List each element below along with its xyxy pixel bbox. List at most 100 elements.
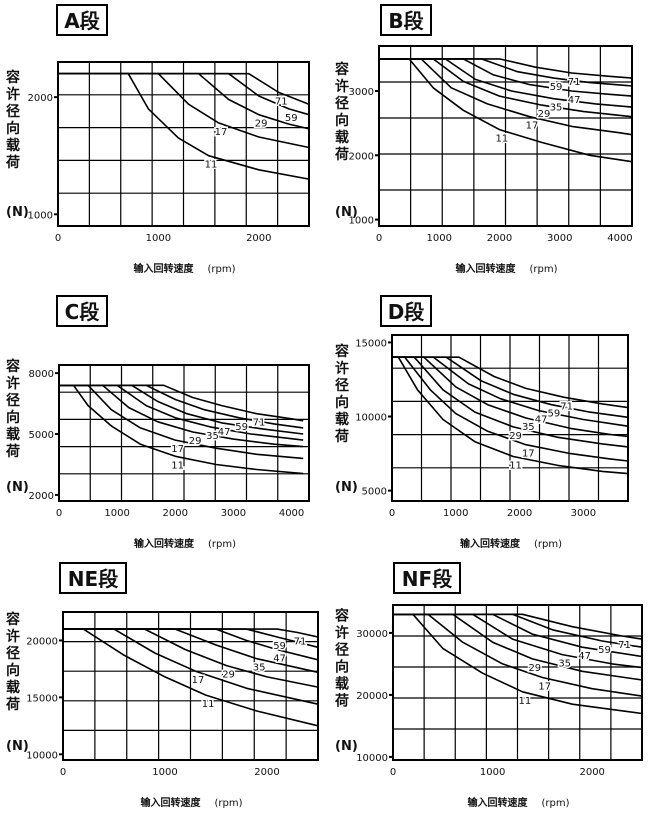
plot-frame [391,334,629,502]
y-axis-label-char: 容 [5,358,20,375]
series-line [63,628,319,638]
series-label: 11 [171,460,184,471]
x-tick-label: 4000 [279,508,304,519]
x-axis-label: 输入回转速度 [460,537,521,550]
y-axis-label-char: 许 [335,360,349,377]
series-label: 29 [538,109,551,120]
series-label: 59 [273,641,286,652]
y-axis-label-char: 载 [6,137,20,154]
y-axis-label-char: 径 [6,645,20,662]
series-label: 71 [560,401,573,412]
series-line [393,613,643,640]
y-tick-label: 2000 [28,93,53,104]
y-tick-label: 10000 [355,413,387,424]
series-line [59,384,304,460]
series-label: 71 [275,96,288,107]
y-tick-label: 20000 [356,691,388,702]
series-label: 47 [535,415,548,426]
series-71: 71 [393,613,643,653]
y-axis-unit: (N) [6,739,29,754]
series-label: 11 [202,699,215,710]
series-label: 35 [522,422,535,433]
y-axis-label-char: 荷 [5,696,20,713]
series-71: 71 [379,58,633,90]
series-label: 17 [538,682,551,693]
series-label: 35 [558,659,571,670]
series-label: 17 [192,675,205,686]
series-label: 47 [218,427,231,438]
series-label: 29 [189,436,202,447]
x-tick-label: 2000 [507,508,532,519]
series-label: 59 [235,422,248,433]
series-71: 71 [58,72,310,109]
y-axis-label-char: 容 [334,343,349,360]
series-line [59,384,304,422]
series-label: 71 [253,418,266,429]
x-tick-label: 3000 [547,233,572,244]
chart-title: D段 [388,300,425,324]
series-line [379,58,633,136]
x-axis-unit: (rpm) [529,264,557,275]
chart-title-box [380,4,432,36]
y-axis-label-char: 向 [335,394,349,411]
y-axis-label-char: 荷 [334,693,349,710]
y-axis-label-char: 径 [335,95,349,112]
chart-title-box [56,295,108,327]
x-axis-unit: (rpm) [534,539,562,550]
y-tick-label: 10000 [356,753,388,764]
chart-title-box [380,295,432,327]
x-tick-label: 2000 [163,508,188,519]
y-axis-label-char: 荷 [334,146,349,163]
series-11: 11 [59,384,304,475]
y-tick-label: 30000 [356,629,388,640]
x-tick-label: 2000 [254,767,279,778]
series-line [392,356,629,409]
y-axis-label-char: 载 [6,426,20,443]
series-17: 17 [59,384,304,460]
x-tick-label: 0 [389,508,395,519]
series-label: 59 [598,645,611,656]
y-axis-label-char: 荷 [5,154,20,171]
x-tick-label: 3000 [571,508,596,519]
y-axis-label-char: 荷 [5,443,20,460]
series-label: 35 [253,663,266,674]
plot-frame [62,611,319,761]
y-axis-label-char: 许 [6,375,20,392]
series-label: 29 [255,119,268,130]
x-axis-label: 输入回转速度 [141,796,202,809]
chart-title-box [59,562,127,594]
series-label: 17 [171,444,184,455]
series-line [379,58,633,79]
x-tick-label: 1000 [104,508,129,519]
y-axis-label-char: 许 [6,628,20,645]
y-axis-unit: (N) [335,739,358,754]
y-axis-label-char: 向 [6,120,20,137]
series-line [58,72,310,105]
y-axis-label-char: 向 [335,659,349,676]
y-axis-label-char: 许 [335,625,349,642]
plot-frame [58,364,310,502]
x-tick-label: 0 [60,767,66,778]
y-tick-label: 15000 [355,338,387,349]
plot-frame [392,604,643,761]
x-tick-label: 1000 [427,233,452,244]
series-11: 11 [392,356,629,475]
y-axis-label-char: 向 [6,662,20,679]
series-label: 71 [568,77,581,88]
series-line [392,356,629,438]
series-29: 29 [392,356,629,448]
y-tick-label: 1000 [349,216,374,227]
x-tick-label: 2000 [579,767,604,778]
y-tick-label: 1000 [28,210,53,221]
chart-title-box [393,562,461,594]
series-label: 71 [618,640,631,651]
y-axis-label-char: 径 [6,392,20,409]
series-71: 71 [392,356,629,414]
series-label: 11 [509,461,522,472]
series-17: 17 [392,356,629,462]
y-axis-label-char: 许 [6,86,20,103]
